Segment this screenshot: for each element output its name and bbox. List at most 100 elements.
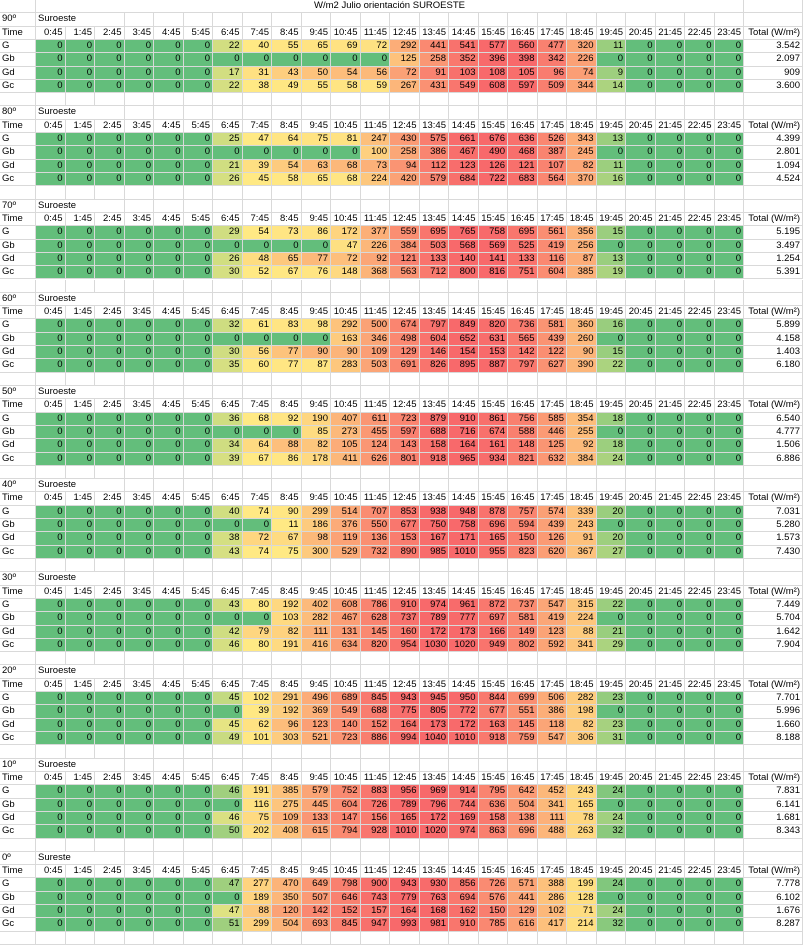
value-cell: 0: [183, 146, 213, 160]
cell: [213, 465, 243, 480]
value-cell: 131: [331, 625, 361, 639]
value-cell: 0: [154, 891, 184, 906]
cell: [508, 479, 538, 493]
value-cell: 376: [331, 519, 361, 533]
cell: [567, 559, 597, 573]
cell: [596, 93, 626, 107]
cell: [36, 279, 66, 293]
value-cell: 0: [626, 173, 656, 187]
cell: [213, 838, 243, 852]
value-cell: 0: [626, 425, 656, 440]
row-label: Gc: [0, 79, 36, 94]
value-cell: 45: [213, 718, 243, 733]
time-header: 7:45: [242, 212, 272, 227]
value-cell: 0: [596, 798, 626, 812]
time-header: 1:45: [65, 865, 95, 879]
value-cell: 0: [124, 732, 154, 746]
value-cell: 109: [272, 811, 302, 826]
value-cell: 0: [95, 439, 125, 453]
row-label: Gb: [0, 612, 36, 626]
value-cell: 98: [301, 319, 331, 333]
cell: [124, 385, 154, 400]
cell: [419, 199, 449, 213]
time-header: 7:45: [242, 306, 272, 320]
value-cell: 0: [95, 825, 125, 839]
cell: [242, 465, 272, 480]
value-cell: 0: [714, 319, 744, 333]
total-cell: 6.540: [744, 412, 803, 426]
row-label: Gb: [0, 425, 36, 440]
time-header: 13:45: [419, 492, 449, 506]
time-header: 12:45: [390, 119, 420, 134]
value-cell: 0: [685, 39, 715, 54]
row-label: Gc: [0, 266, 36, 280]
value-cell: 352: [449, 53, 479, 67]
cell: [449, 372, 479, 386]
total-cell: 6.886: [744, 452, 803, 466]
cell: [301, 279, 331, 293]
cell: [390, 465, 420, 480]
value-cell: 55: [272, 39, 302, 54]
cell: [213, 745, 243, 759]
cell: [655, 652, 685, 666]
value-cell: 845: [360, 692, 390, 706]
total-header: Total (W/m²): [744, 212, 803, 227]
value-cell: 0: [183, 252, 213, 267]
time-header: 19:45: [596, 678, 626, 693]
cell: [65, 931, 95, 945]
value-cell: 47: [242, 133, 272, 147]
value-cell: 0: [36, 638, 66, 653]
time-header: 15:45: [478, 399, 508, 413]
cell: [655, 665, 685, 679]
value-cell: 202: [242, 825, 272, 839]
time-header: 7:45: [242, 119, 272, 134]
time-header: 7:45: [242, 26, 272, 40]
value-cell: 797: [508, 359, 538, 373]
value-cell: 541: [449, 39, 479, 54]
cell: [390, 385, 420, 400]
cell: [567, 652, 597, 666]
time-header: 4:45: [154, 678, 184, 693]
value-cell: 39: [242, 705, 272, 719]
value-cell: 0: [183, 532, 213, 546]
value-cell: 0: [626, 146, 656, 160]
value-cell: 1040: [419, 732, 449, 746]
time-header: 12:45: [390, 212, 420, 227]
cell: [360, 385, 390, 400]
value-cell: 550: [360, 519, 390, 533]
value-cell: 856: [449, 878, 479, 892]
cell: [596, 758, 626, 772]
time-header: 2:45: [95, 26, 125, 40]
time-header: 5:45: [183, 399, 213, 413]
value-cell: 872: [478, 598, 508, 613]
time-header: 1:45: [65, 399, 95, 413]
value-cell: 628: [360, 612, 390, 626]
value-cell: 0: [65, 705, 95, 719]
value-cell: 0: [714, 612, 744, 626]
value-cell: 258: [419, 53, 449, 67]
value-cell: 430: [390, 133, 420, 147]
value-cell: 0: [95, 532, 125, 546]
value-cell: 0: [626, 252, 656, 267]
cell: [0, 652, 36, 666]
cell: [478, 186, 508, 200]
time-header: 3:45: [124, 678, 154, 693]
time-header: 0:45: [36, 678, 66, 693]
value-cell: 152: [360, 718, 390, 733]
value-cell: 31: [596, 732, 626, 746]
value-cell: 0: [655, 439, 685, 453]
value-cell: 360: [567, 319, 597, 333]
value-cell: 96: [537, 66, 567, 80]
value-cell: 315: [567, 598, 597, 613]
cell: [390, 652, 420, 666]
value-cell: 0: [655, 598, 685, 613]
cell: [124, 199, 154, 213]
value-cell: 21: [213, 159, 243, 173]
cell: [0, 279, 36, 293]
cell: [596, 559, 626, 573]
total-cell: 3.600: [744, 79, 803, 94]
value-cell: 0: [36, 239, 66, 253]
value-cell: 43: [213, 545, 243, 559]
value-cell: 0: [65, 825, 95, 839]
cell: [626, 465, 656, 480]
